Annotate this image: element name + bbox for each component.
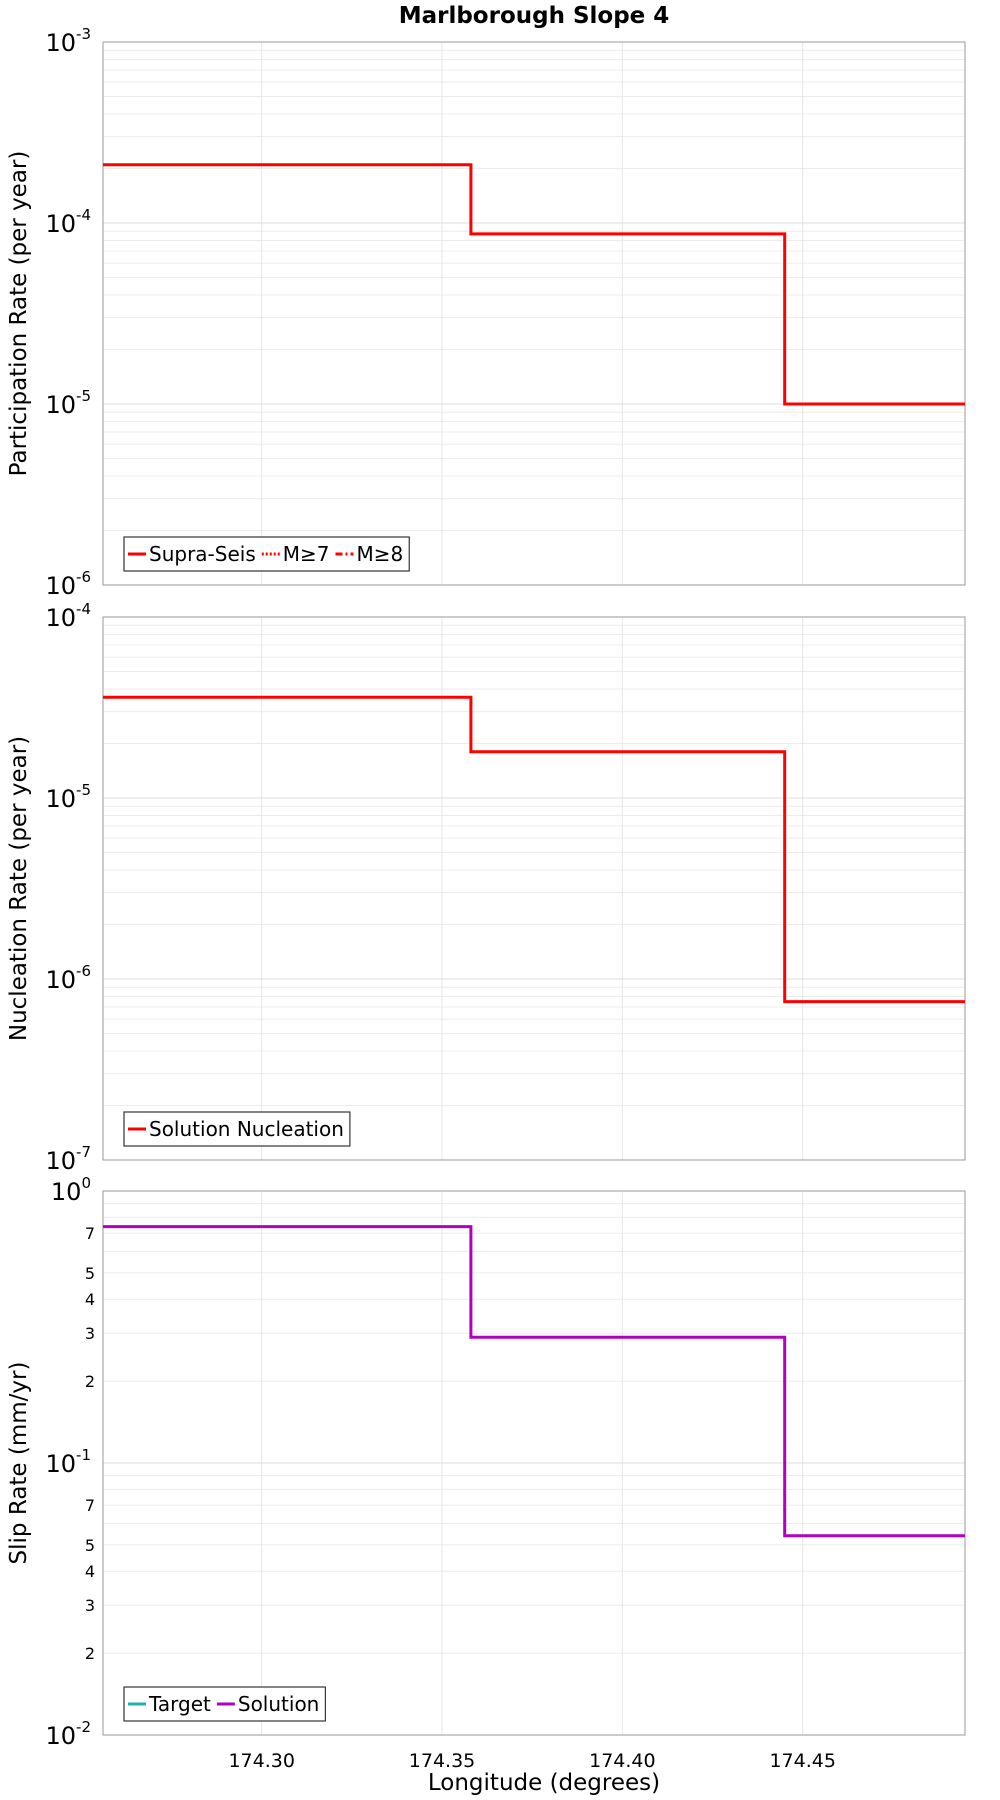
y-tick-label: 10-3 [45,25,91,57]
legend-label: Solution [238,1692,319,1716]
plot-frame [102,1190,966,1736]
y-tick-label: 10-2 [45,1718,91,1750]
y-tick-minor-label: 2 [85,1372,95,1391]
y-tick-label: 10-4 [45,600,91,632]
x-tick-label: 174.35 [409,1750,475,1772]
y-tick-minor-label: 4 [85,1290,95,1309]
chart-panel-2: 10-7 10-6 10-5 10-4 Nucleation Rate (per yea… [6,600,966,1175]
y-tick-label: 10-1 [45,1446,91,1478]
y-tick-label: 10-5 [45,781,91,813]
y-tick-minor-label: 5 [85,1264,95,1283]
legend-box [123,1111,351,1147]
legend-label: Solution Nucleation [149,1117,344,1141]
legend: Target Solution [123,1686,326,1722]
y-tick-label: 10-5 [45,387,91,419]
plot-frame [102,616,966,1161]
series-line-solution-nucleation [103,695,965,1004]
y-axis-label: Slip Rate (mm/yr) [6,1362,32,1565]
y-tick-minor-label: 3 [85,1324,95,1343]
y-tick-minor-label: 3 [85,1596,95,1615]
chart-title: Marlborough Slope 4 [399,3,670,29]
legend: Solution Nucleation [123,1111,351,1147]
x-axis-label: Longitude (degrees) [428,1770,660,1796]
series-line-solution [103,1225,965,1538]
legend-label: M≥8 [357,542,404,566]
chart-panel-1: 10-6 10-5 10-4 10-3 Participation Rate (per … [6,25,966,600]
y-tick-label: 10-6 [45,568,91,600]
y-tick-label: 10-7 [45,1143,91,1175]
y-axis-label: Nucleation Rate (per year) [6,736,32,1041]
x-tick-label: 174.30 [228,1750,294,1772]
y-tick-minor-label: 7 [85,1224,95,1243]
x-tick-label: 174.40 [589,1750,655,1772]
y-tick-label: 10-4 [45,206,91,238]
chart-panel-3: 2 3 4 5 7 2 3 4 5 7 10-2 10-1 100 Slip Rate (mm/yr) Ta… [6,1174,966,1796]
y-tick-minor-label: 4 [85,1562,95,1581]
y-axis-label: Participation Rate (per year) [6,151,32,477]
series-line-supra-seis [103,163,965,406]
plot-frame [102,41,966,586]
legend-label: Target [148,1692,211,1716]
series-line-m-7 [103,163,965,406]
legend-label: Supra-Seis [149,542,256,566]
y-tick-label: 100 [51,1174,91,1206]
y-tick-minor-label: 2 [85,1644,95,1663]
legend: Supra-Seis M≥7 M≥8 [123,536,410,572]
y-tick-minor-label: 7 [85,1496,95,1515]
x-tick-label: 174.45 [769,1750,835,1772]
y-tick-minor-label: 5 [85,1536,95,1555]
y-tick-label: 10-6 [45,962,91,994]
legend-label: M≥7 [283,542,330,566]
